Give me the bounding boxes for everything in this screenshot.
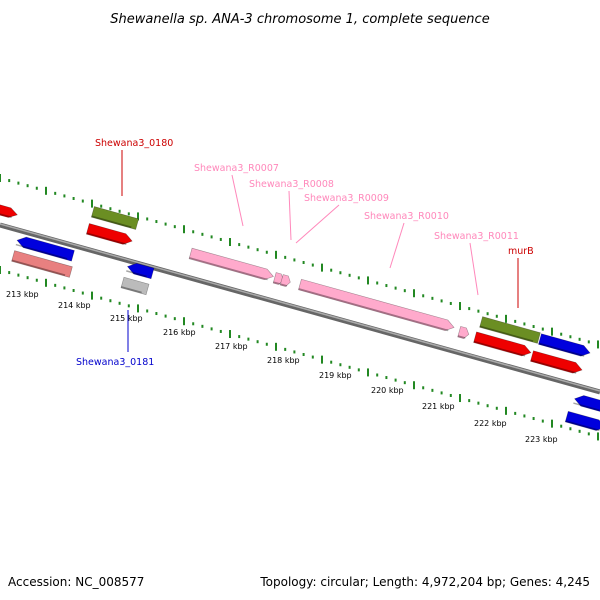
outer-tick-track — [0, 174, 599, 349]
gene-label[interactable]: Shewana3_0180 — [95, 138, 173, 149]
cds-forward-feature[interactable] — [473, 331, 533, 358]
genome-summary-label: Topology: circular; Length: 4,972,204 bp… — [259, 575, 590, 589]
gene-label[interactable]: Shewana3_R0010 — [364, 211, 449, 222]
kbp-label: 221 kbp — [422, 402, 455, 411]
leader-line — [295, 204, 340, 244]
rrna-feature[interactable] — [457, 325, 471, 339]
cds-forward-feature[interactable] — [85, 223, 133, 247]
highlighted-gene-feature[interactable] — [90, 206, 140, 230]
rrna-feature[interactable] — [188, 247, 275, 282]
backbone — [0, 222, 600, 395]
label-leader-lines — [121, 150, 519, 352]
kbp-label: 223 kbp — [525, 435, 558, 444]
rrna-feature[interactable] — [272, 272, 285, 285]
leader-line — [469, 242, 479, 296]
kbp-scale-labels: 213 kbp 214 kbp 215 kbp 216 kbp 217 kbp 218 k… — [6, 290, 558, 444]
cds-reverse-feature[interactable] — [15, 235, 75, 262]
map-title: Shewanella sp. ANA-3 chromosome 1, compl… — [110, 12, 489, 27]
inner-tick-track — [0, 266, 599, 441]
leader-line — [288, 190, 292, 241]
feature-track — [0, 199, 600, 432]
rrna-feature[interactable] — [279, 274, 292, 287]
kbp-label: 222 kbp — [474, 419, 507, 428]
leader-line — [231, 174, 244, 227]
pseudogene-feature[interactable] — [11, 250, 73, 278]
unknown-feature[interactable] — [120, 276, 150, 296]
gene-label[interactable]: Shewana3_R0007 — [194, 163, 279, 174]
gene-label[interactable]: Shewana3_R0009 — [304, 193, 389, 204]
leader-line — [389, 222, 405, 269]
gene-label[interactable]: Shewana3_R0008 — [249, 179, 334, 190]
kbp-label: 217 kbp — [215, 342, 248, 351]
gene-labels: Shewana3_0180 Shewana3_0181 Shewana3_R0007… — [76, 138, 534, 368]
cds-reverse-feature[interactable] — [538, 333, 591, 359]
highlighted-gene-feature[interactable] — [479, 316, 541, 344]
kbp-label: 213 kbp — [6, 290, 39, 299]
kbp-label: 220 kbp — [371, 386, 404, 395]
cds-forward-feature[interactable] — [530, 350, 583, 376]
accession-label: Accession: NC_008577 — [8, 575, 144, 589]
cds-reverse-feature[interactable] — [573, 393, 600, 413]
cds-reverse-feature[interactable] — [564, 410, 600, 432]
gene-label[interactable]: murB — [508, 246, 534, 257]
rrna-feature[interactable] — [298, 278, 455, 332]
gene-label[interactable]: Shewana3_R0011 — [434, 231, 519, 242]
kbp-label: 214 kbp — [58, 301, 91, 310]
cds-forward-feature[interactable] — [0, 199, 19, 219]
kbp-label: 218 kbp — [267, 356, 300, 365]
gene-label[interactable]: Shewana3_0181 — [76, 357, 154, 368]
cds-reverse-feature[interactable] — [126, 261, 155, 280]
kbp-label: 215 kbp — [110, 314, 143, 323]
kbp-label: 216 kbp — [163, 328, 196, 337]
kbp-label: 219 kbp — [319, 371, 352, 380]
